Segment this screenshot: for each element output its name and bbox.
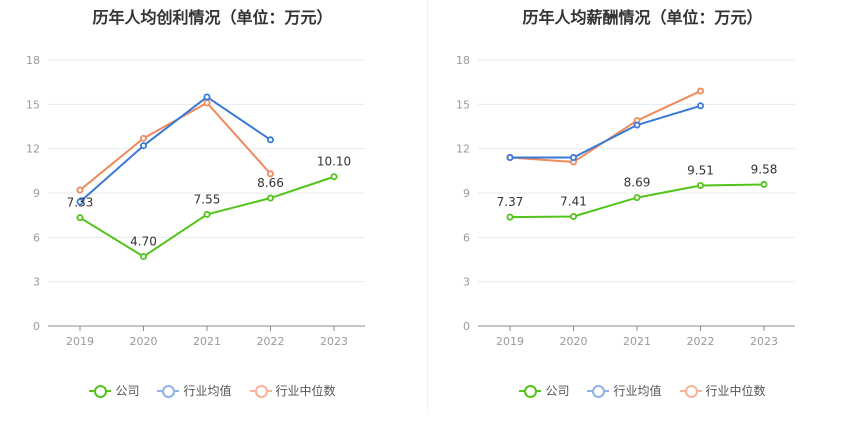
y-tick-label: 9 — [463, 187, 470, 200]
data-point-company — [569, 212, 577, 220]
legend-label-industry-avg: 行业均值 — [183, 384, 232, 398]
data-label: 10.10 — [317, 155, 351, 169]
x-tick-label: 2019 — [66, 335, 94, 348]
x-tick-label: 2020 — [130, 335, 158, 348]
y-tick-label: 15 — [456, 98, 470, 111]
x-tick-label: 2023 — [320, 335, 348, 348]
data-point-industry-avg — [203, 93, 211, 101]
data-point-industry-avg — [76, 198, 84, 206]
x-tick-label: 2022 — [687, 335, 715, 348]
x-tick-label: 2021 — [623, 335, 651, 348]
legend-marker-industry-median-icon — [679, 384, 702, 398]
data-point-company — [696, 181, 704, 189]
legend-item-industry-avg[interactable]: 行业均值 — [157, 382, 232, 399]
legend-label-industry-median: 行业中位数 — [275, 384, 336, 398]
chart-title: 历年人均创利情况（单位：万元） — [92, 8, 333, 27]
chart-plot-area: 0 3 6 9 12 15 18 2019 2020 2021 2022 2023 7.33 4.70 7.… — [26, 54, 365, 348]
y-tick-label: 18 — [26, 54, 40, 67]
x-tick-label: 2021 — [193, 335, 221, 348]
y-tick-label: 15 — [26, 98, 40, 111]
data-point-company — [330, 173, 338, 181]
legend-marker-industry-avg-icon — [157, 384, 180, 398]
legend-item-industry-median[interactable]: 行业中位数 — [249, 382, 336, 399]
data-point-industry-avg — [569, 154, 577, 162]
legend-marker-industry-median-icon — [249, 384, 272, 398]
legend-marker-industry-avg-icon — [587, 384, 610, 398]
y-tick-label: 3 — [33, 276, 40, 289]
data-point-industry-avg — [696, 102, 704, 110]
y-tick-label: 3 — [463, 276, 470, 289]
data-point-company — [506, 213, 514, 221]
x-tick-label: 2019 — [496, 335, 524, 348]
data-label: 7.33 — [67, 196, 94, 210]
chart-legend: 公司 行业均值 行业中位数 — [430, 382, 850, 399]
y-tick-label: 6 — [33, 231, 40, 244]
y-tick-label: 18 — [456, 54, 470, 67]
legend-label-company: 公司 — [115, 384, 140, 398]
data-label: 8.69 — [624, 176, 651, 190]
y-tick-label: 0 — [463, 320, 470, 333]
data-label: 8.66 — [257, 176, 284, 190]
y-tick-label: 6 — [463, 231, 470, 244]
legend-marker-company-icon — [89, 384, 112, 398]
data-point-industry-median — [203, 99, 211, 107]
legend-item-industry-median[interactable]: 行业中位数 — [679, 382, 766, 399]
legend-item-company[interactable]: 公司 — [519, 382, 569, 399]
data-point-industry-avg — [266, 136, 274, 144]
data-label: 7.55 — [194, 192, 221, 206]
legend-item-company[interactable]: 公司 — [89, 382, 139, 399]
panel-divider — [427, 0, 428, 410]
data-point-company — [266, 194, 274, 202]
y-tick-label: 12 — [456, 143, 470, 156]
data-point-industry-avg — [506, 154, 514, 162]
salary-per-capita-chart: 历年人均薪酬情况（单位：万元） 0 3 6 9 12 15 18 2019 2020 2021 20… — [430, 0, 850, 437]
legend-label-industry-median: 行业中位数 — [705, 384, 766, 398]
chart-title: 历年人均薪酬情况（单位：万元） — [522, 8, 763, 27]
legend-label-company: 公司 — [545, 384, 570, 398]
data-label: 9.51 — [687, 163, 714, 177]
data-point-industry-median — [696, 87, 704, 95]
data-point-industry-median — [139, 134, 147, 142]
data-point-industry-median — [76, 186, 84, 194]
data-label: 4.70 — [130, 235, 157, 249]
data-point-industry-avg — [633, 121, 641, 129]
data-point-company — [76, 214, 84, 222]
data-label: 7.37 — [497, 195, 524, 209]
x-tick-label: 2020 — [560, 335, 588, 348]
x-tick-label: 2022 — [257, 335, 285, 348]
data-point-industry-median — [266, 170, 274, 178]
data-point-industry-avg — [139, 142, 147, 150]
data-label: 9.58 — [751, 162, 778, 176]
y-tick-label: 0 — [33, 320, 40, 333]
profit-per-capita-chart: 历年人均创利情况（单位：万元） 0 3 6 9 12 15 18 2019 2020 2021 20… — [0, 8, 425, 399]
legend-marker-company-icon — [519, 384, 542, 398]
x-tick-label: 2023 — [750, 335, 778, 348]
data-label: 7.41 — [560, 194, 587, 208]
legend-item-industry-avg[interactable]: 行业均值 — [587, 382, 662, 399]
series-line-industry-avg — [79, 95, 272, 203]
chart-plot-area: 0 3 6 9 12 15 18 2019 2020 2021 2022 2023 7.37 7.41 8.… — [456, 54, 795, 348]
series-line-industry-median — [509, 90, 701, 163]
series-line-industry-avg — [510, 104, 701, 159]
y-tick-label: 9 — [33, 187, 40, 200]
chart-legend: 公司 行业均值 行业中位数 — [0, 382, 425, 399]
y-tick-label: 12 — [26, 143, 40, 156]
data-point-company — [633, 194, 641, 202]
legend-label-industry-avg: 行业均值 — [613, 384, 662, 398]
data-point-company — [760, 180, 768, 188]
data-point-company — [139, 253, 147, 261]
data-point-company — [203, 210, 211, 218]
